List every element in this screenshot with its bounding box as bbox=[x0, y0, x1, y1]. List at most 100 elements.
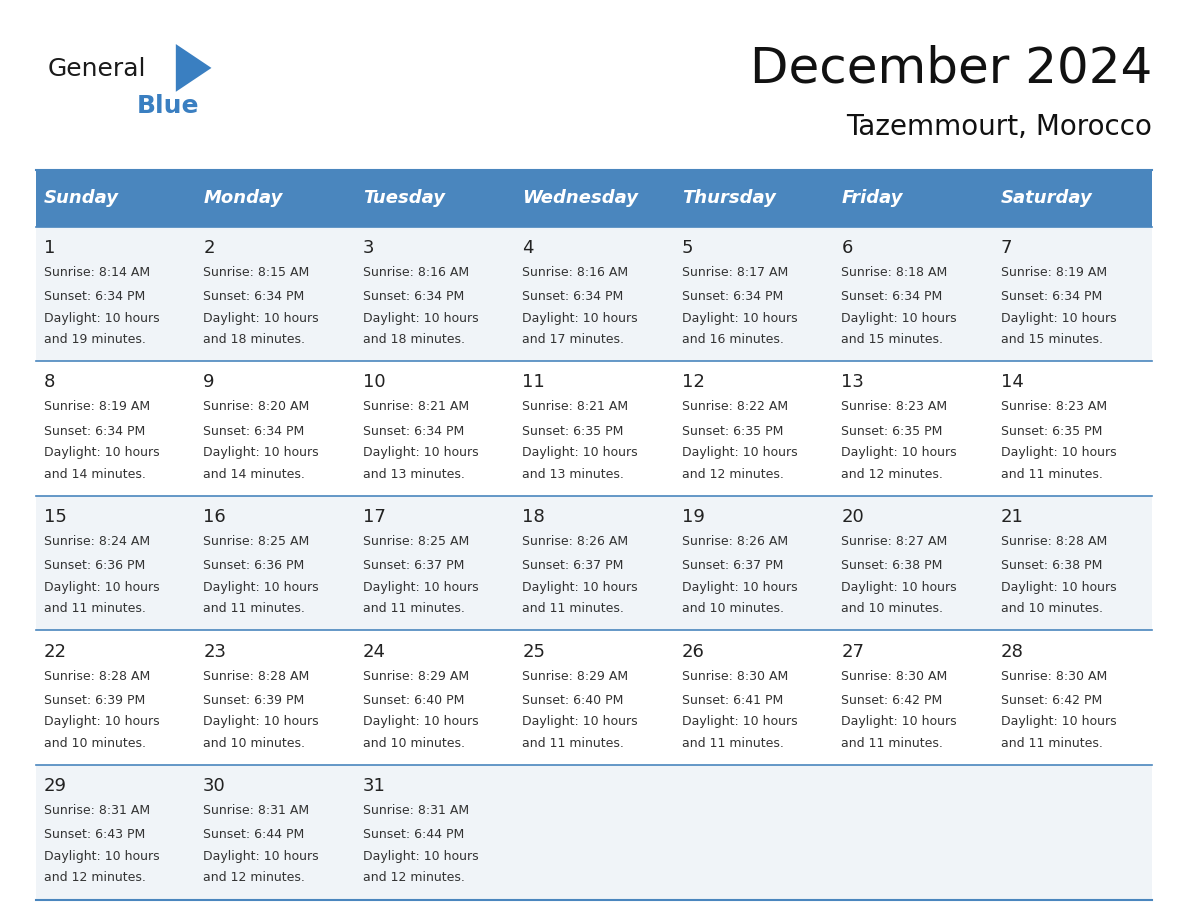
Text: Saturday: Saturday bbox=[1000, 189, 1093, 207]
Text: Sunrise: 8:30 AM: Sunrise: 8:30 AM bbox=[682, 669, 788, 682]
Text: Sunset: 6:35 PM: Sunset: 6:35 PM bbox=[1000, 425, 1102, 438]
Text: Daylight: 10 hours: Daylight: 10 hours bbox=[523, 446, 638, 459]
Text: and 11 minutes.: and 11 minutes. bbox=[841, 737, 943, 750]
Text: Sunrise: 8:17 AM: Sunrise: 8:17 AM bbox=[682, 266, 788, 279]
Text: Sunrise: 8:28 AM: Sunrise: 8:28 AM bbox=[1000, 535, 1107, 548]
Text: Daylight: 10 hours: Daylight: 10 hours bbox=[362, 581, 479, 594]
Bar bbox=[195, 170, 355, 227]
Text: 18: 18 bbox=[523, 508, 545, 526]
Text: 27: 27 bbox=[841, 643, 865, 661]
Text: Wednesday: Wednesday bbox=[523, 189, 638, 207]
Text: Daylight: 10 hours: Daylight: 10 hours bbox=[203, 581, 318, 594]
Text: and 13 minutes.: and 13 minutes. bbox=[362, 467, 465, 481]
Text: General: General bbox=[48, 57, 146, 81]
Text: Sunrise: 8:16 AM: Sunrise: 8:16 AM bbox=[523, 266, 628, 279]
Text: Daylight: 10 hours: Daylight: 10 hours bbox=[44, 446, 159, 459]
Text: 26: 26 bbox=[682, 643, 704, 661]
Text: Sunrise: 8:28 AM: Sunrise: 8:28 AM bbox=[203, 669, 309, 682]
Text: 6: 6 bbox=[841, 239, 853, 257]
Text: Sunset: 6:42 PM: Sunset: 6:42 PM bbox=[841, 694, 942, 707]
Text: Daylight: 10 hours: Daylight: 10 hours bbox=[44, 850, 159, 863]
Text: Daylight: 10 hours: Daylight: 10 hours bbox=[203, 850, 318, 863]
Text: 10: 10 bbox=[362, 374, 385, 391]
Text: Sunset: 6:34 PM: Sunset: 6:34 PM bbox=[203, 425, 304, 438]
Text: Sunrise: 8:28 AM: Sunrise: 8:28 AM bbox=[44, 669, 150, 682]
Text: Monday: Monday bbox=[203, 189, 283, 207]
Text: and 10 minutes.: and 10 minutes. bbox=[1000, 602, 1102, 615]
Text: Sunset: 6:34 PM: Sunset: 6:34 PM bbox=[682, 290, 783, 303]
Text: and 11 minutes.: and 11 minutes. bbox=[1000, 737, 1102, 750]
Text: Sunrise: 8:19 AM: Sunrise: 8:19 AM bbox=[1000, 266, 1107, 279]
Text: 20: 20 bbox=[841, 508, 864, 526]
Text: 14: 14 bbox=[1000, 374, 1024, 391]
Text: 28: 28 bbox=[1000, 643, 1024, 661]
Text: 4: 4 bbox=[523, 239, 533, 257]
Bar bbox=[36, 496, 1152, 631]
Bar bbox=[355, 170, 514, 227]
Text: 3: 3 bbox=[362, 239, 374, 257]
Text: Sunset: 6:34 PM: Sunset: 6:34 PM bbox=[203, 290, 304, 303]
Text: Sunrise: 8:18 AM: Sunrise: 8:18 AM bbox=[841, 266, 948, 279]
Text: Sunrise: 8:30 AM: Sunrise: 8:30 AM bbox=[841, 669, 948, 682]
Text: Sunset: 6:34 PM: Sunset: 6:34 PM bbox=[362, 425, 465, 438]
Text: and 18 minutes.: and 18 minutes. bbox=[362, 333, 465, 346]
Text: Daylight: 10 hours: Daylight: 10 hours bbox=[682, 581, 797, 594]
Text: and 10 minutes.: and 10 minutes. bbox=[44, 737, 146, 750]
Text: 17: 17 bbox=[362, 508, 386, 526]
Text: and 10 minutes.: and 10 minutes. bbox=[203, 737, 305, 750]
Text: and 10 minutes.: and 10 minutes. bbox=[841, 602, 943, 615]
Text: Daylight: 10 hours: Daylight: 10 hours bbox=[203, 715, 318, 728]
Text: Sunset: 6:44 PM: Sunset: 6:44 PM bbox=[203, 828, 304, 841]
Text: and 11 minutes.: and 11 minutes. bbox=[523, 737, 624, 750]
Text: and 11 minutes.: and 11 minutes. bbox=[1000, 467, 1102, 481]
Text: Daylight: 10 hours: Daylight: 10 hours bbox=[44, 311, 159, 325]
Text: and 16 minutes.: and 16 minutes. bbox=[682, 333, 784, 346]
Text: and 11 minutes.: and 11 minutes. bbox=[682, 737, 784, 750]
Text: and 18 minutes.: and 18 minutes. bbox=[203, 333, 305, 346]
Text: Daylight: 10 hours: Daylight: 10 hours bbox=[362, 446, 479, 459]
Text: 7: 7 bbox=[1000, 239, 1012, 257]
Polygon shape bbox=[176, 44, 211, 92]
Text: 16: 16 bbox=[203, 508, 226, 526]
Text: 21: 21 bbox=[1000, 508, 1024, 526]
Bar bbox=[514, 170, 674, 227]
Text: and 14 minutes.: and 14 minutes. bbox=[44, 467, 145, 481]
Text: Sunrise: 8:15 AM: Sunrise: 8:15 AM bbox=[203, 266, 309, 279]
Text: Sunrise: 8:14 AM: Sunrise: 8:14 AM bbox=[44, 266, 150, 279]
Text: and 10 minutes.: and 10 minutes. bbox=[362, 737, 465, 750]
Text: 9: 9 bbox=[203, 374, 215, 391]
Text: Sunset: 6:37 PM: Sunset: 6:37 PM bbox=[362, 559, 465, 572]
Text: Sunset: 6:43 PM: Sunset: 6:43 PM bbox=[44, 828, 145, 841]
Text: Sunrise: 8:26 AM: Sunrise: 8:26 AM bbox=[682, 535, 788, 548]
Text: Daylight: 10 hours: Daylight: 10 hours bbox=[203, 446, 318, 459]
Text: Sunrise: 8:29 AM: Sunrise: 8:29 AM bbox=[523, 669, 628, 682]
Bar bbox=[36, 631, 1152, 765]
Text: and 11 minutes.: and 11 minutes. bbox=[362, 602, 465, 615]
Text: Thursday: Thursday bbox=[682, 189, 776, 207]
Text: and 11 minutes.: and 11 minutes. bbox=[44, 602, 145, 615]
Text: Sunset: 6:39 PM: Sunset: 6:39 PM bbox=[44, 694, 145, 707]
Text: Sunrise: 8:16 AM: Sunrise: 8:16 AM bbox=[362, 266, 469, 279]
Text: Sunset: 6:35 PM: Sunset: 6:35 PM bbox=[682, 425, 783, 438]
Text: Tuesday: Tuesday bbox=[362, 189, 444, 207]
Bar bbox=[36, 227, 1152, 362]
Text: Daylight: 10 hours: Daylight: 10 hours bbox=[841, 715, 956, 728]
Text: Sunset: 6:36 PM: Sunset: 6:36 PM bbox=[44, 559, 145, 572]
Text: Daylight: 10 hours: Daylight: 10 hours bbox=[1000, 715, 1117, 728]
Text: Daylight: 10 hours: Daylight: 10 hours bbox=[44, 715, 159, 728]
Text: Sunrise: 8:31 AM: Sunrise: 8:31 AM bbox=[44, 804, 150, 817]
Text: Daylight: 10 hours: Daylight: 10 hours bbox=[841, 311, 956, 325]
Text: Sunset: 6:34 PM: Sunset: 6:34 PM bbox=[1000, 290, 1102, 303]
Text: and 15 minutes.: and 15 minutes. bbox=[1000, 333, 1102, 346]
Text: Daylight: 10 hours: Daylight: 10 hours bbox=[362, 715, 479, 728]
Text: Sunset: 6:35 PM: Sunset: 6:35 PM bbox=[523, 425, 624, 438]
Text: and 19 minutes.: and 19 minutes. bbox=[44, 333, 145, 346]
Text: Sunset: 6:40 PM: Sunset: 6:40 PM bbox=[523, 694, 624, 707]
Text: Daylight: 10 hours: Daylight: 10 hours bbox=[841, 581, 956, 594]
Bar bbox=[36, 170, 195, 227]
Text: Sunset: 6:38 PM: Sunset: 6:38 PM bbox=[1000, 559, 1102, 572]
Text: Sunset: 6:41 PM: Sunset: 6:41 PM bbox=[682, 694, 783, 707]
Text: 13: 13 bbox=[841, 374, 864, 391]
Text: 30: 30 bbox=[203, 778, 226, 795]
Text: and 12 minutes.: and 12 minutes. bbox=[203, 871, 305, 884]
